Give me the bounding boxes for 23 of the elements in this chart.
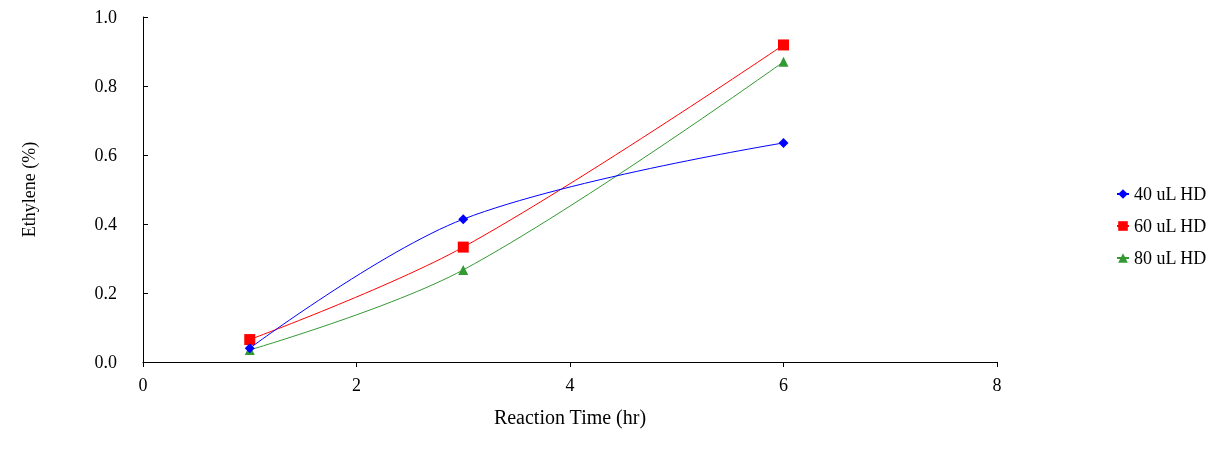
y-tick-label: 0.8 (94, 76, 117, 96)
y-tick-label: 0.0 (94, 352, 117, 372)
x-tick-label: 8 (992, 375, 1002, 395)
y-tick-label: 0.4 (94, 214, 117, 234)
point (778, 56, 789, 67)
point (458, 214, 469, 225)
legend-label: 60 uL HD (1134, 216, 1207, 236)
legend-label: 80 uL HD (1134, 248, 1207, 268)
y-tick-label: 1.0 (94, 7, 117, 27)
y-axis-title: Ethylene (%) (19, 141, 40, 238)
x-tick-label: 6 (779, 375, 788, 395)
point (778, 39, 789, 51)
y-tick-label: 0.6 (94, 145, 117, 165)
x-tick-label: 4 (565, 375, 575, 395)
point (457, 241, 469, 253)
point (458, 264, 469, 275)
point (244, 334, 256, 346)
x-tick-label: 2 (352, 375, 361, 395)
legend-label: 40 uL HD (1134, 184, 1207, 204)
y-tick-label: 0.2 (94, 283, 117, 303)
point (778, 137, 789, 148)
x-tick-label: 0 (138, 375, 148, 395)
x-axis-title: Reaction Time (hr) (493, 406, 647, 429)
